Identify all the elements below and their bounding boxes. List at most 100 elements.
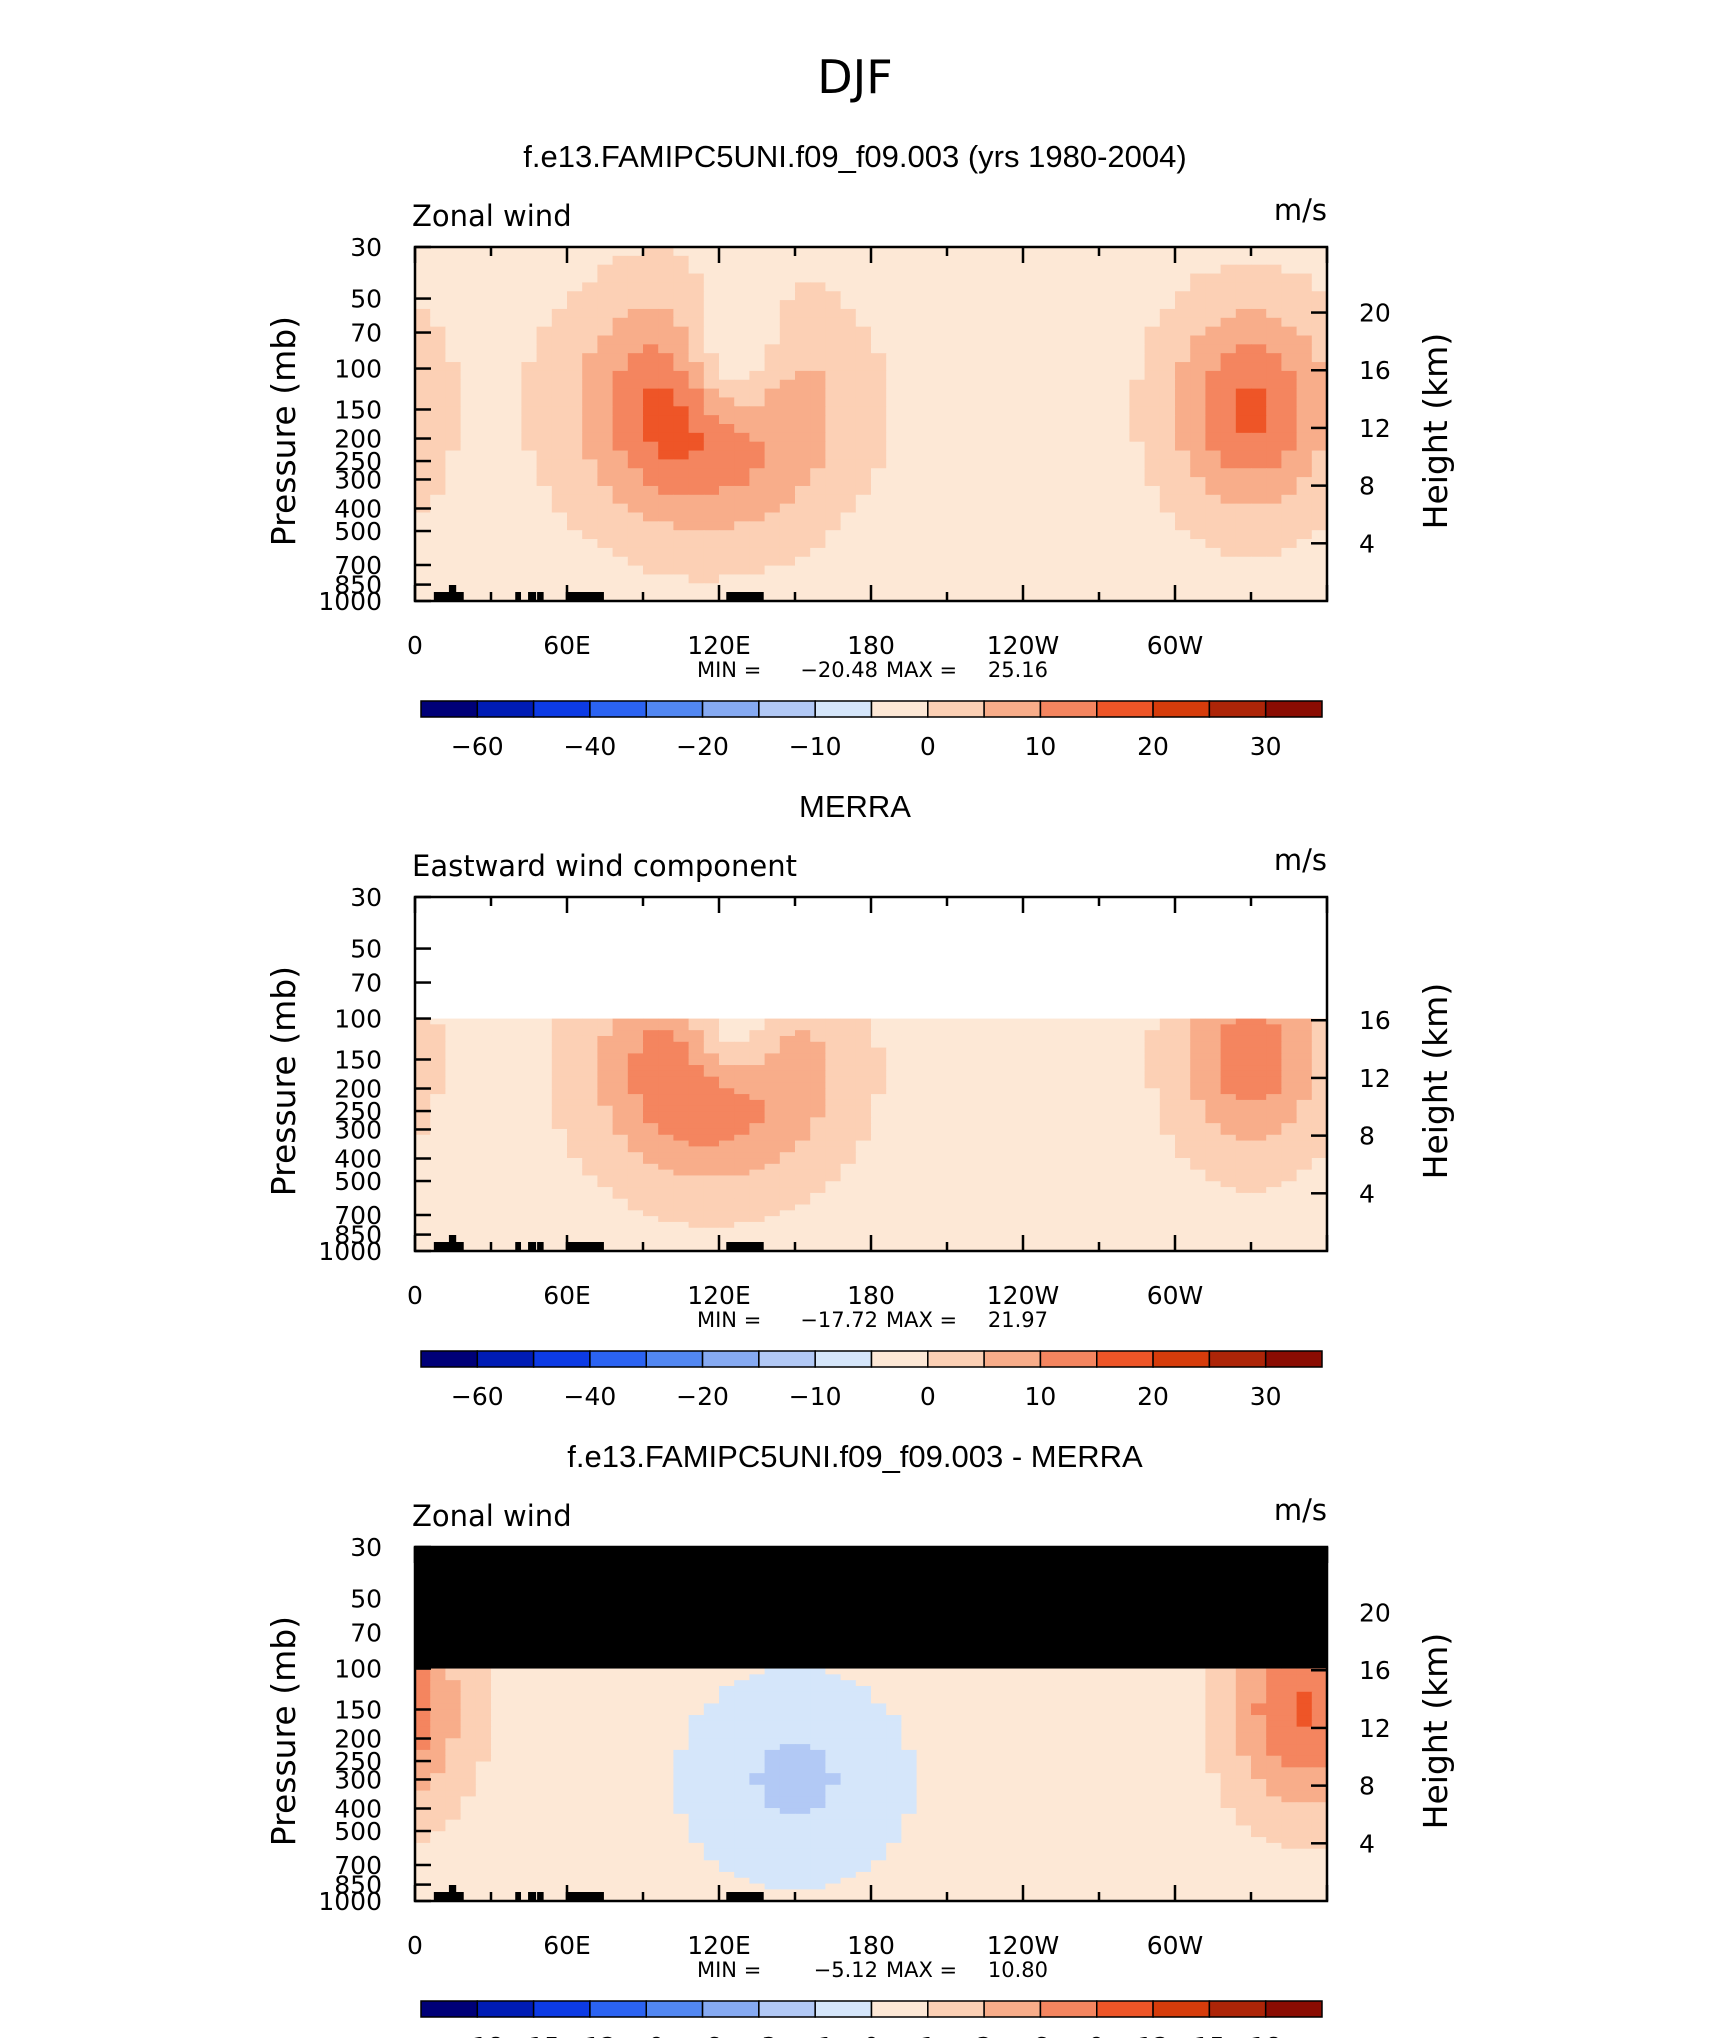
field-cell xyxy=(962,459,978,469)
field-cell xyxy=(1296,441,1313,452)
field-cell xyxy=(1144,556,1161,567)
field-cell xyxy=(430,282,446,292)
field-cell xyxy=(567,583,583,593)
field-cell xyxy=(536,1076,553,1084)
field-cell xyxy=(1220,1128,1237,1136)
field-cell xyxy=(445,547,462,558)
field-cell xyxy=(491,477,507,487)
field-cell xyxy=(597,344,614,354)
field-cell xyxy=(1251,1070,1267,1078)
field-cell xyxy=(734,450,750,460)
field-cell xyxy=(962,1128,978,1136)
field-cell xyxy=(749,1123,766,1130)
field-cell xyxy=(627,494,644,505)
field-cell xyxy=(901,1227,918,1235)
field-cell xyxy=(1190,335,1206,345)
field-cell xyxy=(1083,583,1100,593)
field-cell xyxy=(597,494,614,505)
field-cell xyxy=(445,1105,462,1113)
field-cell xyxy=(1099,1227,1115,1235)
field-cell xyxy=(1235,459,1252,469)
field-cell xyxy=(597,1082,614,1089)
field-cell xyxy=(1023,1175,1039,1182)
field-cell xyxy=(582,432,598,443)
field-cell xyxy=(916,282,933,292)
field-cell xyxy=(1129,415,1146,425)
field-cell xyxy=(460,1035,477,1043)
field-cell xyxy=(764,247,781,257)
field-cell xyxy=(719,1204,735,1211)
field-cell xyxy=(1311,1111,1328,1118)
field-cell xyxy=(1190,1082,1206,1089)
field-cell xyxy=(1266,441,1282,452)
field-cell xyxy=(491,388,507,399)
field-cell xyxy=(1129,247,1146,257)
field-cell xyxy=(1144,1158,1161,1165)
field-cell xyxy=(475,317,492,328)
field-cell xyxy=(1175,1227,1191,1235)
field-cell xyxy=(1083,1041,1100,1049)
field-cell xyxy=(430,1140,446,1147)
field-cell xyxy=(840,397,857,407)
field-cell xyxy=(764,1140,781,1147)
field-cell xyxy=(627,1227,644,1235)
field-cell xyxy=(415,1187,431,1194)
field-cell xyxy=(901,397,918,407)
field-cell xyxy=(536,317,553,328)
field-cell xyxy=(810,485,826,496)
y-tick-label-right: 8 xyxy=(1359,1122,1375,1151)
field-cell xyxy=(1053,397,1070,407)
field-cell xyxy=(1220,317,1237,328)
field-cell xyxy=(886,1140,902,1147)
field-cell xyxy=(597,1030,614,1037)
field-cell xyxy=(582,1041,598,1049)
field-cell xyxy=(840,1192,857,1200)
field-cell xyxy=(1281,424,1298,434)
field-cell xyxy=(1129,379,1146,390)
field-cell xyxy=(1205,326,1222,337)
field-cell xyxy=(779,362,796,372)
field-cell xyxy=(1038,441,1054,452)
field-cell xyxy=(810,459,826,469)
field-cell xyxy=(810,1123,826,1130)
field-cell xyxy=(521,1030,538,1037)
field-cell xyxy=(795,388,811,399)
field-cell xyxy=(430,530,446,540)
field-cell xyxy=(506,485,522,496)
field-cell xyxy=(825,592,842,602)
field-cell xyxy=(749,370,766,381)
field-cell xyxy=(612,282,629,292)
field-cell xyxy=(764,1065,781,1072)
field-cell xyxy=(612,247,629,257)
field-cell xyxy=(475,1227,492,1235)
field-cell xyxy=(673,1239,690,1246)
field-cell xyxy=(415,1221,431,1229)
field-cell xyxy=(1266,335,1282,345)
field-cell xyxy=(597,441,614,452)
field-cell xyxy=(521,1152,538,1159)
field-cell xyxy=(992,1076,1009,1084)
field-cell xyxy=(445,1192,462,1200)
field-cell xyxy=(1007,406,1024,416)
field-cell xyxy=(1220,530,1237,540)
field-cell xyxy=(1114,1047,1130,1055)
field-cell xyxy=(658,539,674,549)
field-cell xyxy=(415,1128,431,1136)
field-cell xyxy=(415,379,431,390)
field-cell xyxy=(1083,317,1100,328)
field-cell xyxy=(764,1030,781,1037)
field-cell xyxy=(719,335,735,345)
field-cell xyxy=(1281,1035,1298,1043)
field-cell xyxy=(567,1204,583,1211)
field-cell xyxy=(703,565,720,576)
field-cell xyxy=(1129,344,1146,354)
field-cell xyxy=(475,1210,492,1217)
field-cell xyxy=(916,1030,933,1037)
field-cell xyxy=(962,539,978,549)
field-cell xyxy=(673,300,690,310)
field-cell xyxy=(567,539,583,549)
field-cell xyxy=(901,432,918,443)
field-cell xyxy=(1007,1134,1024,1142)
field-cell xyxy=(1205,512,1222,522)
field-cell xyxy=(779,574,796,584)
